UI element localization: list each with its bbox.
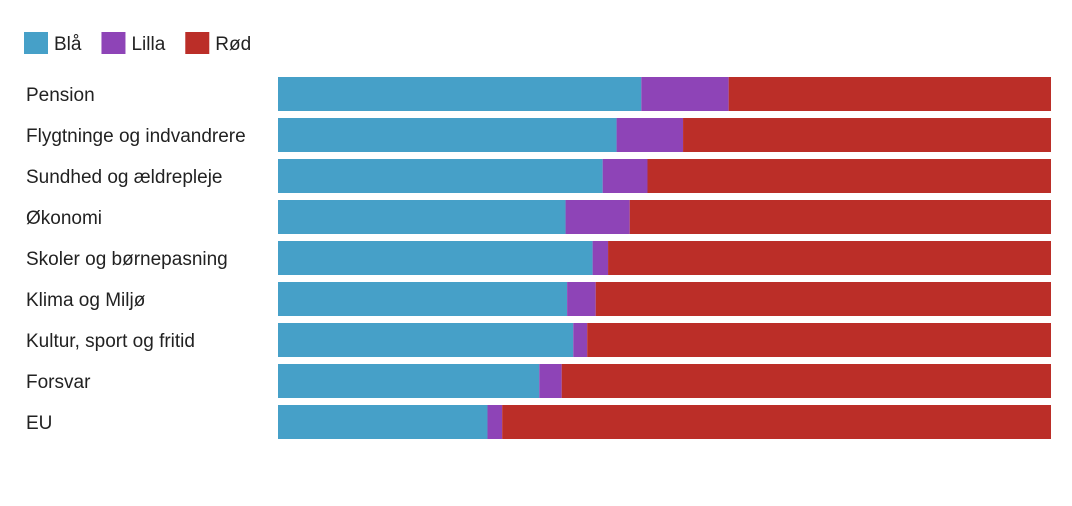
- bar-rod-flygtninge-og-indvandrere: [683, 118, 1051, 152]
- bars: [278, 77, 1051, 439]
- bar-bla-klima-og-miljo: [278, 282, 568, 316]
- category-label-pension: Pension: [26, 85, 95, 106]
- legend-label-bla: Blå: [54, 34, 82, 55]
- legend-swatch-rod: [185, 32, 210, 54]
- category-label-sundhed-og-aeldrepleje: Sundhed og ældrepleje: [26, 167, 223, 188]
- bar-rod-okonomi: [629, 200, 1051, 234]
- category-label-forsvar: Forsvar: [26, 372, 91, 393]
- bar-lilla-skoler-og-bornepasning: [592, 241, 609, 275]
- bar-rod-skoler-og-bornepasning: [608, 241, 1051, 275]
- category-labels: Pension Flygtninge og indvandrere Sundhed …: [26, 85, 246, 434]
- category-label-flygtninge-og-indvandrere: Flygtninge og indvandrere: [26, 126, 246, 147]
- bar-lilla-eu: [487, 405, 503, 439]
- bar-lilla-kultur-sport-og-fritid: [573, 323, 588, 357]
- bar-rod-eu: [502, 405, 1051, 439]
- bar-bla-eu: [278, 405, 488, 439]
- bar-rod-pension: [728, 77, 1051, 111]
- category-label-skoler-og-bornepasning: Skoler og børnepasning: [26, 249, 228, 270]
- category-label-okonomi: Økonomi: [26, 208, 102, 229]
- bar-lilla-forsvar: [539, 364, 562, 398]
- legend-swatch-bla: [24, 32, 48, 54]
- bar-lilla-sundhed-og-aeldrepleje: [602, 159, 648, 193]
- legend: Blå Lilla Rød: [24, 32, 251, 55]
- bar-rod-kultur-sport-og-fritid: [587, 323, 1051, 357]
- bar-bla-sundhed-og-aeldrepleje: [278, 159, 603, 193]
- bar-lilla-klima-og-miljo: [567, 282, 596, 316]
- bar-bla-flygtninge-og-indvandrere: [278, 118, 617, 152]
- category-label-kultur-sport-og-fritid: Kultur, sport og fritid: [26, 331, 195, 352]
- legend-swatch-lilla: [101, 32, 126, 54]
- legend-label-lilla: Lilla: [131, 34, 165, 55]
- bar-rod-klima-og-miljo: [595, 282, 1051, 316]
- bar-lilla-pension: [641, 77, 729, 111]
- legend-label-rod: Rød: [215, 34, 251, 55]
- bar-bla-skoler-og-bornepasning: [278, 241, 593, 275]
- bar-bla-pension: [278, 77, 642, 111]
- bar-rod-sundhed-og-aeldrepleje: [647, 159, 1051, 193]
- bar-lilla-okonomi: [565, 200, 630, 234]
- category-label-eu: EU: [26, 413, 52, 434]
- bar-bla-forsvar: [278, 364, 540, 398]
- bar-lilla-flygtninge-og-indvandrere: [616, 118, 684, 152]
- bar-rod-forsvar: [561, 364, 1051, 398]
- bar-bla-kultur-sport-og-fritid: [278, 323, 574, 357]
- category-label-klima-og-miljo: Klima og Miljø: [26, 290, 146, 311]
- bar-bla-okonomi: [278, 200, 566, 234]
